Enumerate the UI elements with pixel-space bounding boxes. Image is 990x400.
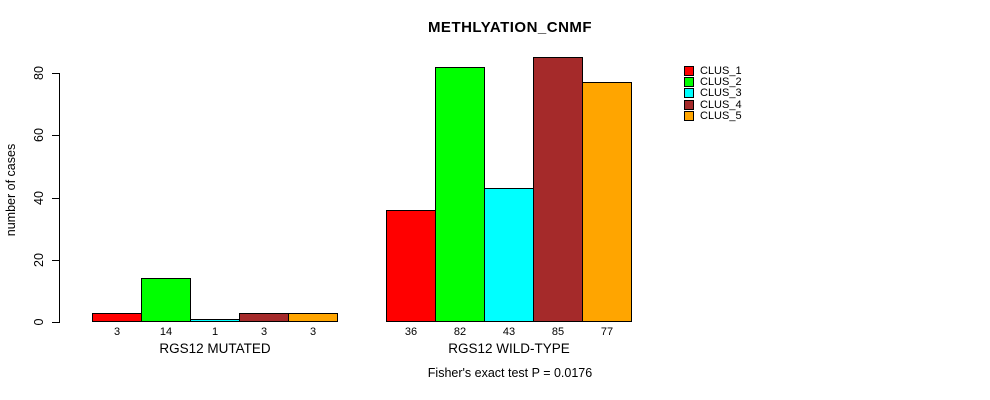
chart-title: METHLYATION_CNMF: [427, 19, 593, 36]
y-axis-title: number of cases: [4, 143, 18, 237]
bar-value-label: 85: [551, 326, 565, 338]
bar-clus-5-rgs12-mutated: [288, 313, 338, 322]
bar-clus-2-rgs12-wild-type: [435, 67, 485, 322]
bar-clus-1-rgs12-mutated: [92, 313, 142, 322]
y-axis-tick: [52, 198, 59, 199]
legend-swatch-clus-4: [684, 100, 694, 110]
bar-clus-4-rgs12-mutated: [239, 313, 289, 322]
legend-label-clus-1: CLUS_1: [700, 65, 742, 77]
group-label-rgs12-mutated: RGS12 MUTATED: [159, 341, 271, 356]
legend: CLUS_1 CLUS_2 CLUS_3 CLUS_4 CLUS_5: [684, 65, 774, 130]
legend-swatch-clus-5: [684, 111, 694, 121]
group-label-rgs12-wild-type: RGS12 WILD-TYPE: [448, 341, 570, 356]
legend-label-clus-5: CLUS_5: [700, 110, 742, 122]
bar-value-label: 3: [113, 326, 121, 338]
bar-value-label: 3: [309, 326, 317, 338]
y-axis-tick: [52, 322, 59, 323]
y-axis-tick: [52, 260, 59, 261]
y-axis-tick-label: 0: [32, 318, 46, 326]
y-axis-tick: [52, 73, 59, 74]
bar-clus-5-rgs12-wild-type: [582, 82, 632, 322]
bar-clus-1-rgs12-wild-type: [386, 210, 436, 322]
bar-value-label: 77: [600, 326, 614, 338]
y-axis-tick-label: 80: [32, 66, 46, 80]
y-axis-tick-label: 60: [32, 128, 46, 142]
bar-clus-2-rgs12-mutated: [141, 278, 191, 322]
bar-value-label: 43: [502, 326, 516, 338]
bar-value-label: 36: [404, 326, 418, 338]
y-axis-tick: [52, 135, 59, 136]
annotation-text: Fisher's exact test P = 0.0176: [427, 366, 593, 380]
legend-swatch-clus-2: [684, 77, 694, 87]
bar-clus-4-rgs12-wild-type: [533, 57, 583, 322]
bar-clus-3-rgs12-wild-type: [484, 188, 534, 322]
legend-label-clus-3: CLUS_3: [700, 87, 742, 99]
y-axis-tick-label: 20: [32, 253, 46, 267]
legend-label-clus-2: CLUS_2: [700, 76, 742, 88]
legend-label-clus-4: CLUS_4: [700, 99, 742, 111]
legend-swatch-clus-1: [684, 66, 694, 76]
bar-value-label: 3: [260, 326, 268, 338]
legend-swatch-clus-3: [684, 88, 694, 98]
bar-value-label: 1: [211, 326, 219, 338]
y-axis-tick-label: 40: [32, 191, 46, 205]
bar-value-label: 82: [453, 326, 467, 338]
bar-clus-3-rgs12-mutated: [190, 319, 240, 322]
y-axis-line: [59, 73, 60, 323]
bar-value-label: 14: [159, 326, 173, 338]
